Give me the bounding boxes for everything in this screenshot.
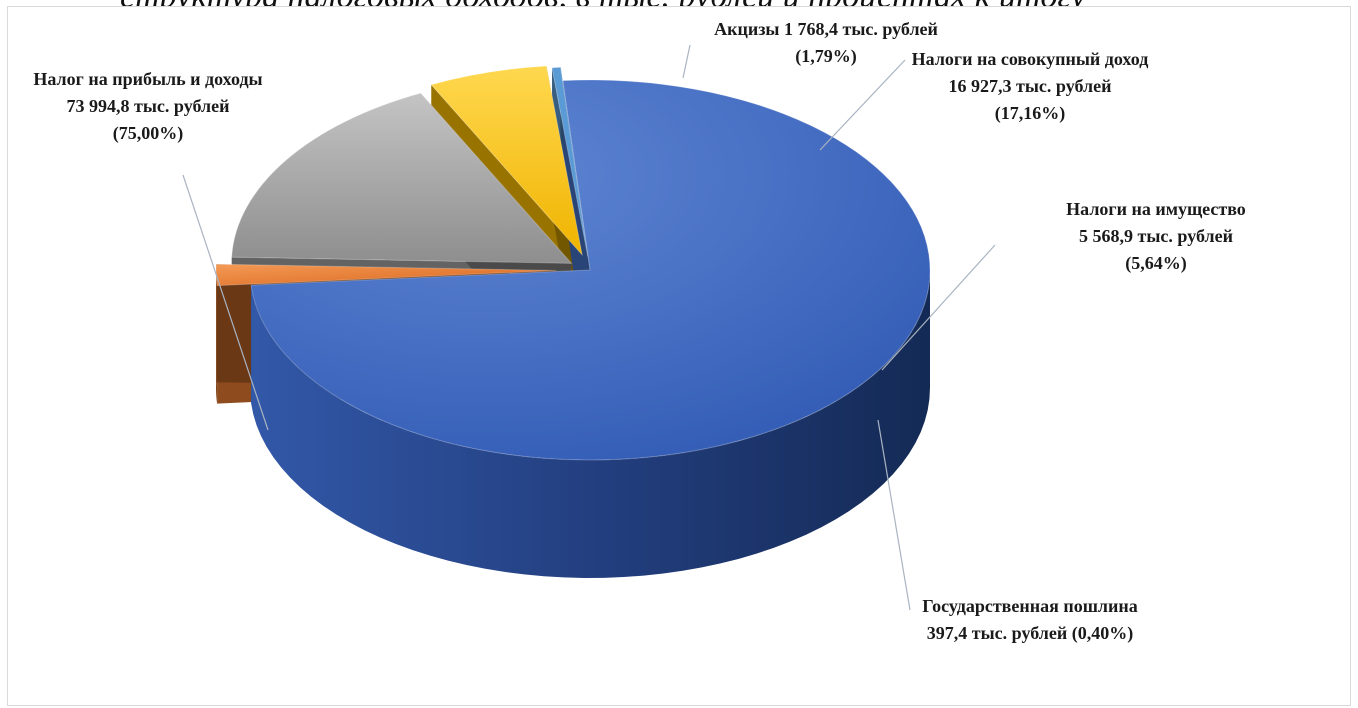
slice-государственная-пошлина: [551, 66, 589, 257]
slice-налог-на-прибыль-и-доходы: [250, 79, 931, 461]
slice-налоги-на-имущество: [430, 65, 584, 257]
data-label-налоги-на-имущество: Налоги на имущество 5 568,9 тыс. рублей (5…: [1066, 199, 1246, 274]
data-label-акцизы: Акцизы 1 768,4 тыс. рублей (1,79%): [714, 19, 938, 67]
data-label-государственная-пошлина: Государственная пошлина 397,4 тыс. рублей…: [922, 596, 1138, 644]
slice-side: [216, 266, 218, 404]
data-label-налог-на-прибыль-и-доходы: Налог на прибыль и доходы 73 994,8 тыс. р…: [33, 69, 262, 144]
leader-line: [682, 44, 691, 79]
slice-side: [251, 269, 930, 578]
data-label-налоги-на-совокупный-доход: Налоги на совокупный доход 16 927,3 тыс. …: [912, 49, 1149, 124]
leader-line: [182, 174, 269, 431]
leader-line: [819, 59, 906, 151]
leader-line: [881, 244, 996, 371]
leader-line: [877, 419, 911, 611]
slice-налоги-на-совокупный-доход: [231, 92, 573, 264]
